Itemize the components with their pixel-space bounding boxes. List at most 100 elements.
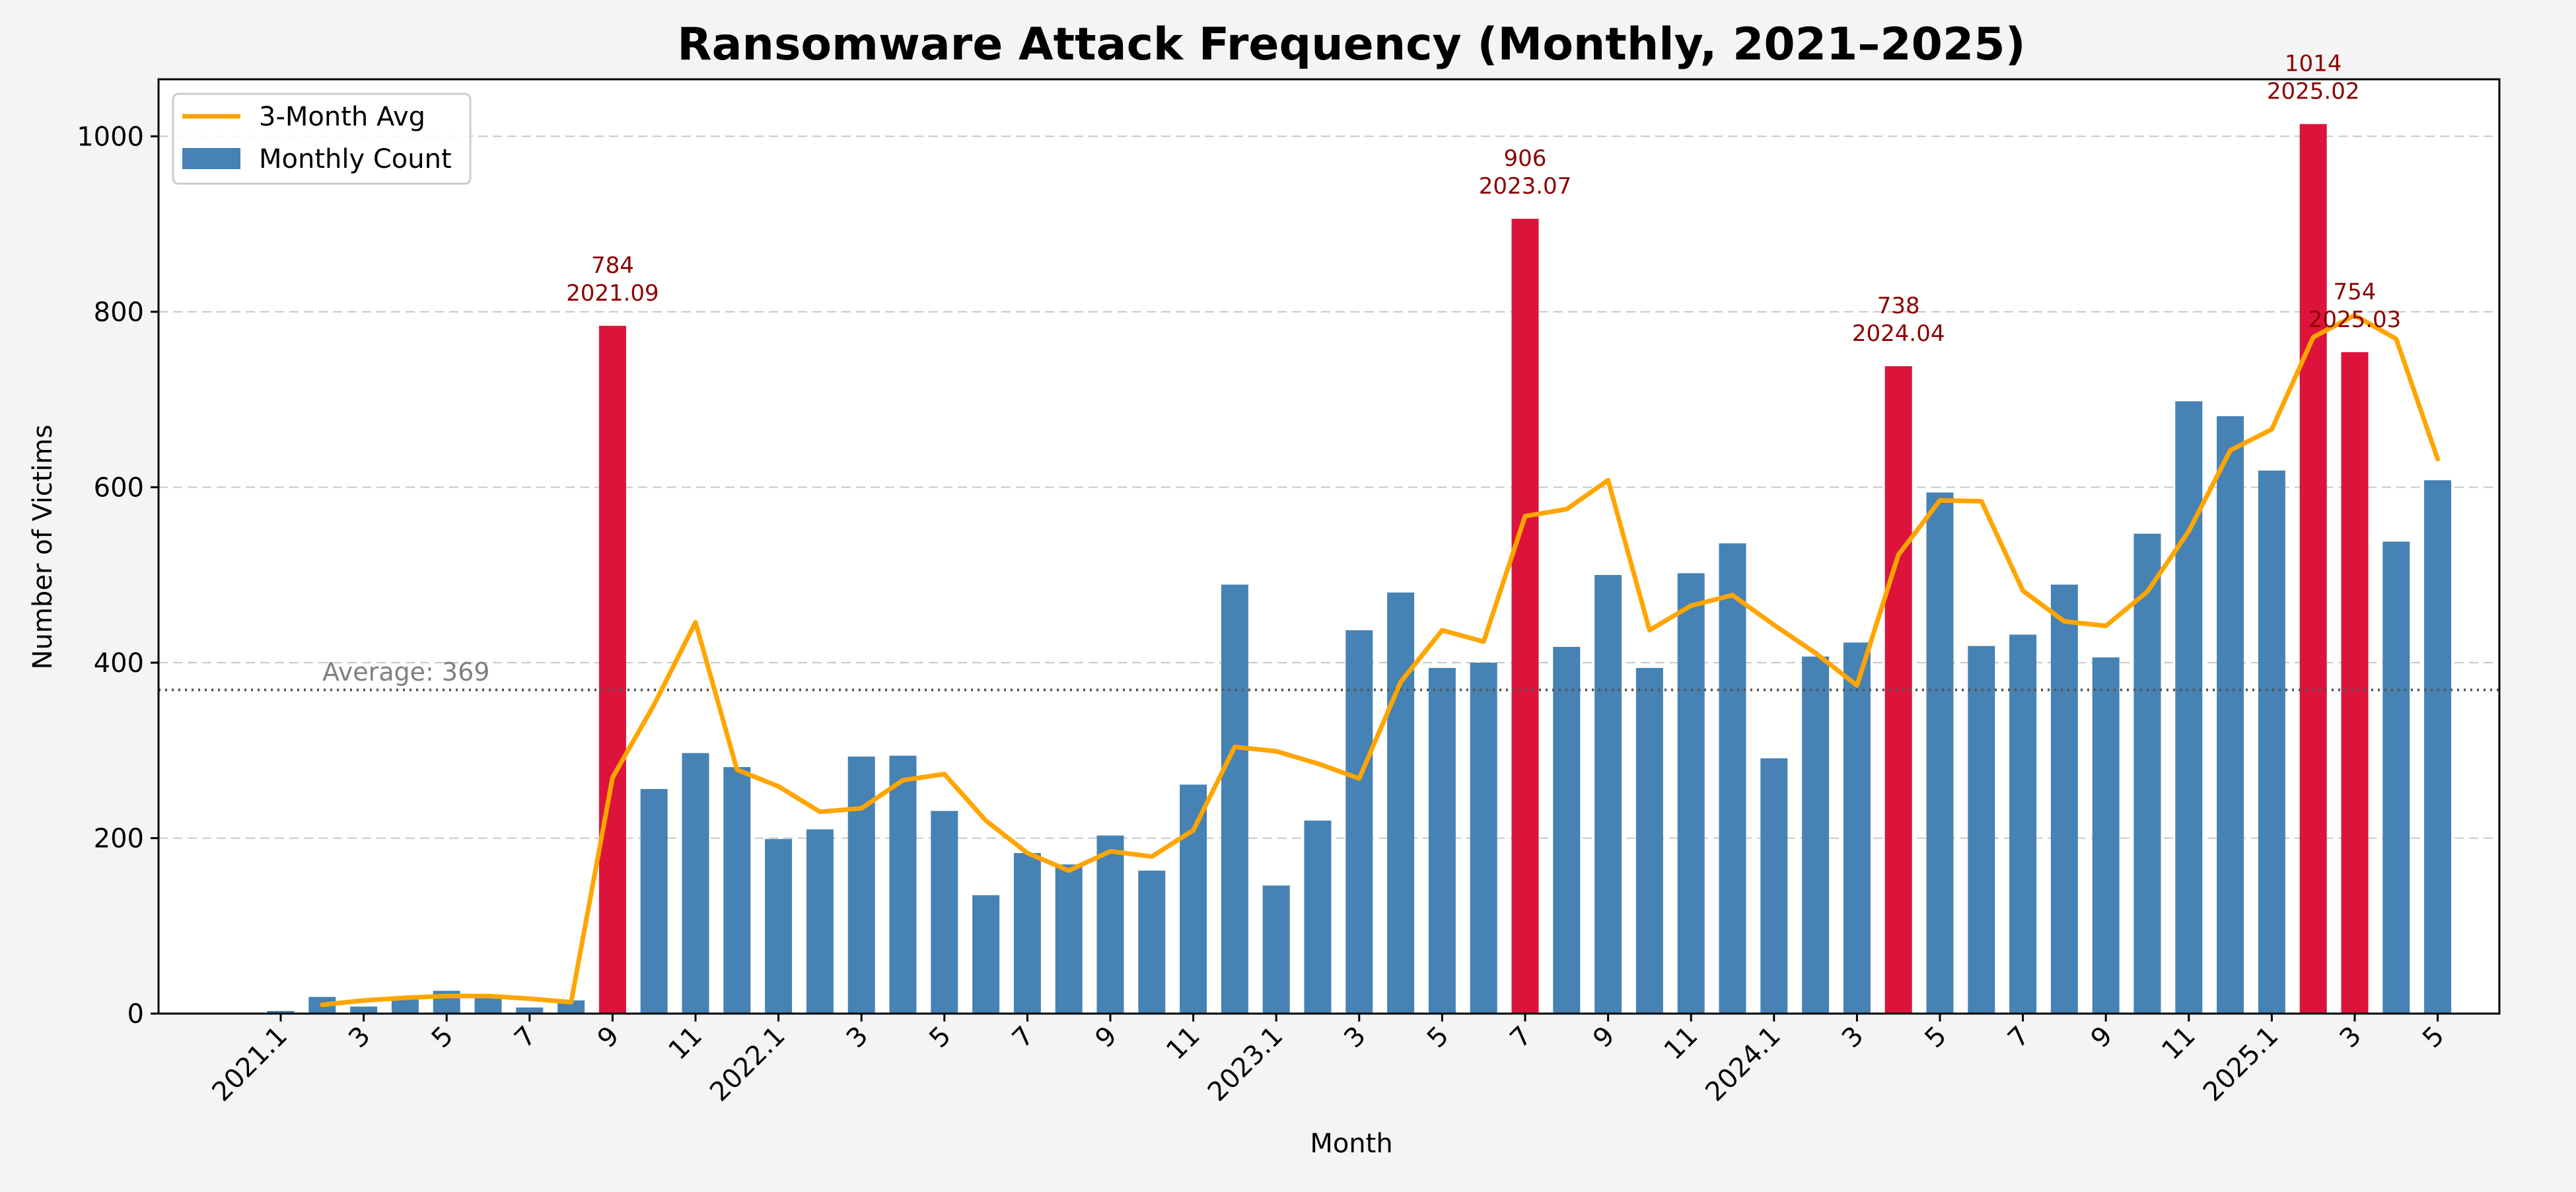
x-tick-label: 2021.1 <box>207 1021 293 1107</box>
bar <box>2382 541 2410 1014</box>
x-tick-label: 9 <box>2085 1021 2119 1055</box>
bar <box>640 789 668 1014</box>
legend-label-monthly-count: Monthly Count <box>259 144 452 174</box>
annotation-date: 2025.03 <box>2308 307 2402 333</box>
bar <box>2092 657 2120 1014</box>
average-label: Average: 369 <box>322 657 489 687</box>
chart-title: Ransomware Attack Frequency (Monthly, 20… <box>677 19 2025 71</box>
bar <box>1345 630 1373 1014</box>
bars-layer <box>267 124 2452 1014</box>
bar <box>1802 656 1830 1014</box>
legend-box <box>172 93 472 185</box>
annotation-date: 2021.09 <box>566 280 659 307</box>
bar <box>1843 642 1871 1014</box>
x-tick-label: 11 <box>2156 1021 2201 1066</box>
highlight-bar <box>1511 219 1539 1014</box>
x-tick-label: 5 <box>1919 1021 1953 1055</box>
x-tick-label: 5 <box>426 1021 460 1055</box>
y-axis-label: Number of Victims <box>28 425 58 670</box>
bar <box>1719 543 1746 1014</box>
legend: 3-Month Avg Monthly Count <box>172 93 472 185</box>
y-tick-label: 600 <box>94 472 144 503</box>
y-tick-label: 200 <box>94 823 144 854</box>
bar <box>1553 647 1581 1014</box>
bar <box>1760 758 1788 1014</box>
x-tick-label: 2024.1 <box>1699 1021 1786 1107</box>
x-tick-label: 7 <box>2002 1021 2036 1055</box>
x-tick-label: 9 <box>1090 1021 1124 1055</box>
bar <box>267 1011 295 1014</box>
annotation-value: 784 <box>591 252 634 279</box>
bar <box>474 998 502 1014</box>
average-layer: Average: 369 <box>159 657 2499 692</box>
bar <box>1096 835 1124 1014</box>
bar <box>1926 492 1954 1014</box>
bar <box>1055 864 1083 1014</box>
x-tick-label: 9 <box>1587 1021 1621 1055</box>
annotation-value: 738 <box>1877 293 1920 319</box>
bar <box>516 1007 544 1014</box>
bar <box>1635 667 1663 1014</box>
bar <box>682 753 709 1014</box>
bar <box>723 766 751 1014</box>
x-tick-label: 2022.1 <box>704 1021 791 1107</box>
bar <box>1677 573 1705 1014</box>
bar <box>1138 870 1166 1014</box>
legend-bar-swatch <box>182 148 240 169</box>
annotation-value: 754 <box>2334 279 2377 305</box>
x-tick-label: 9 <box>592 1021 626 1055</box>
bar <box>1387 592 1415 1014</box>
x-tick-label: 11 <box>1161 1021 1206 1066</box>
bar <box>350 1006 378 1014</box>
x-tick-label: 3 <box>343 1021 376 1055</box>
bar <box>1428 667 1456 1014</box>
annotation-value: 1014 <box>2285 51 2342 77</box>
line-layer <box>320 313 2441 1008</box>
bar <box>889 755 917 1014</box>
annotation-date: 2023.07 <box>1479 173 1572 200</box>
bar <box>2424 480 2452 1014</box>
x-tick-label: 5 <box>923 1021 957 1055</box>
bar <box>1180 784 1207 1014</box>
x-tick-label: 3 <box>2334 1021 2368 1055</box>
bar <box>1304 820 1332 1014</box>
bar <box>1470 662 1497 1014</box>
bar <box>391 998 419 1014</box>
series-line-3-month-avg <box>320 313 2441 1008</box>
bar <box>2258 470 2285 1014</box>
annotation-date: 2025.02 <box>2267 79 2360 105</box>
bar <box>806 829 834 1014</box>
annotations-layer: 7842021.099062023.077382024.0410142025.0… <box>566 51 2401 347</box>
x-tick-label: 7 <box>509 1021 542 1055</box>
bar <box>1013 853 1041 1014</box>
x-tick-label: 11 <box>1659 1021 1704 1066</box>
x-tick-label: 2023.1 <box>1202 1021 1289 1107</box>
y-tick-label: 800 <box>94 297 144 328</box>
bar <box>2133 533 2161 1014</box>
bar <box>2175 401 2203 1014</box>
bar <box>972 895 1000 1014</box>
x-axis-label: Month <box>1310 1129 1392 1159</box>
highlight-bar <box>1884 366 1912 1014</box>
x-tick-label: 2025.1 <box>2198 1021 2284 1107</box>
legend-label-3-month-avg: 3-Month Avg <box>259 102 425 132</box>
y-tick-label: 0 <box>127 999 144 1029</box>
x-tick-label: 5 <box>2417 1021 2451 1055</box>
bar <box>1262 885 1290 1014</box>
x-tick-label: 3 <box>1836 1021 1870 1055</box>
x-tick-label: 7 <box>1007 1021 1040 1055</box>
bar <box>2050 584 2078 1014</box>
x-tick-label: 3 <box>1338 1021 1372 1055</box>
annotation-date: 2024.04 <box>1852 320 1945 347</box>
y-tick-label: 400 <box>94 648 144 679</box>
highlight-bar <box>598 326 626 1014</box>
annotation-value: 906 <box>1504 145 1547 172</box>
bar <box>2009 634 2037 1014</box>
bar <box>931 811 958 1014</box>
y-tick-label: 1000 <box>77 122 144 152</box>
x-tick-label: 3 <box>841 1021 875 1055</box>
highlight-bar <box>2299 124 2327 1014</box>
bar <box>847 756 875 1014</box>
